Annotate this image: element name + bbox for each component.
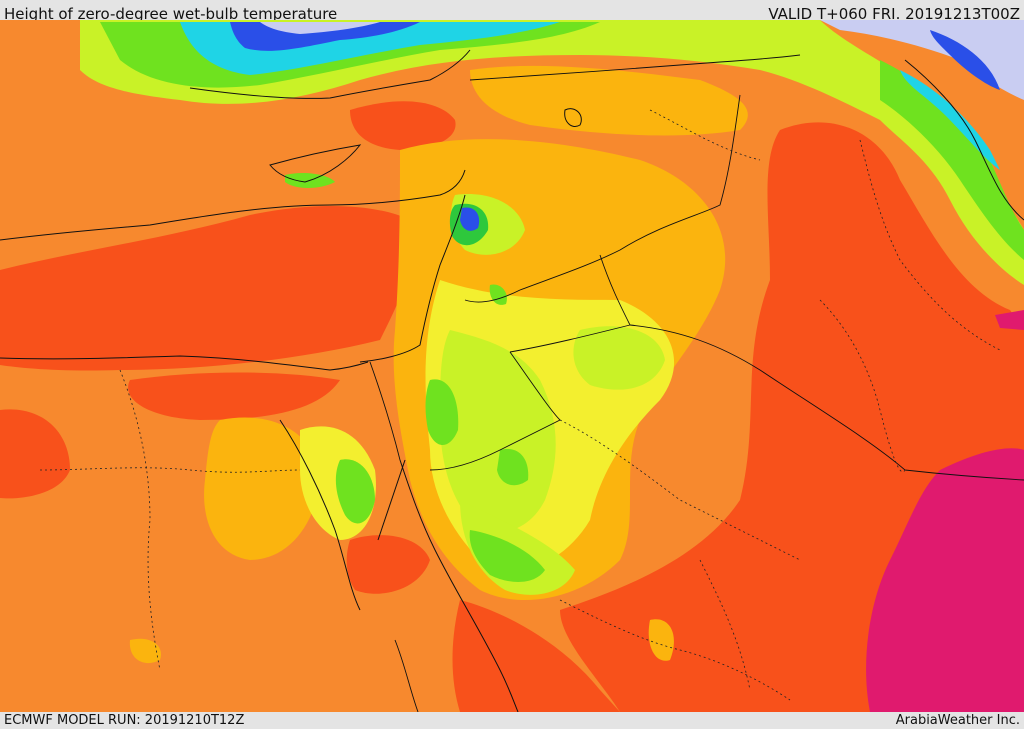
coast-egypt-north — [0, 355, 369, 371]
coast-red-sea-east — [399, 459, 519, 712]
zone-lavender-ne — [820, 20, 1024, 100]
zone-green-patch — [497, 449, 529, 486]
zone-green-jordan — [425, 379, 459, 445]
credit: ArabiaWeather Inc. — [895, 713, 1020, 728]
province-line-3 — [559, 419, 801, 561]
border-egypt-israel — [369, 361, 401, 461]
coast-cyprus — [269, 144, 362, 183]
zone-green-north — [80, 20, 1024, 285]
zone-red-sea — [346, 535, 430, 594]
province-line-7 — [859, 139, 1001, 351]
zone-cyan-east — [900, 70, 1000, 170]
coast-turkey-south — [0, 169, 466, 241]
zone-sinai-south — [452, 600, 620, 712]
coast-lake — [564, 108, 582, 127]
map-footer: ECMWF MODEL RUN: 20191210T12Z ArabiaWeat… — [0, 712, 1024, 729]
zone-yellowgreen-east — [573, 326, 665, 390]
model-run: ECMWF MODEL RUN: 20191210T12Z — [4, 713, 245, 728]
coast-gulf-aqaba — [377, 459, 406, 541]
zone-blue-lebanon — [460, 207, 480, 231]
zone-egypt-west — [0, 409, 70, 499]
zone-anatolia-east — [350, 101, 456, 150]
zone-egypt-north — [128, 372, 340, 420]
coast-levant — [359, 194, 466, 363]
zone-amber-north — [470, 65, 748, 136]
zone-magenta-small — [995, 310, 1024, 330]
map-header: Height of zero-degree wet-bulb temperatu… — [0, 0, 1024, 20]
border-syria-east — [464, 94, 741, 303]
border-saudi-iraq — [629, 324, 1024, 481]
zone-magenta — [866, 448, 1024, 712]
province-line-6 — [559, 599, 791, 701]
province-line-5 — [819, 299, 906, 473]
map-title: Height of zero-degree wet-bulb temperatu… — [4, 5, 338, 20]
weather-map — [0, 20, 1024, 712]
zone-green-saudi — [469, 530, 545, 582]
zone-blue-ne — [930, 30, 1000, 90]
coastlines — [0, 49, 1024, 712]
zone-green-east-coast — [880, 60, 1024, 260]
zone-amber-patch-2 — [648, 619, 674, 661]
zone-amber-egypt — [204, 417, 320, 560]
zone-amber-patch-1 — [129, 638, 161, 664]
zone-turkey-south — [0, 205, 413, 371]
coast-turkey-north — [189, 49, 471, 99]
zone-green-sinai — [335, 459, 375, 524]
zone-lavender-north — [260, 22, 380, 34]
zone-yellowgreen-jordan — [440, 330, 556, 532]
country-borders — [369, 54, 1024, 712]
border-syria-iraq — [469, 54, 801, 81]
valid-time: VALID T+060 FRI. 20191213T00Z — [768, 5, 1020, 20]
internal-borders — [39, 109, 1001, 701]
coast-gulf — [904, 59, 1024, 221]
coast-red-sea-west — [279, 419, 361, 611]
border-jordan-south — [429, 351, 561, 471]
border-egypt-sudan — [394, 639, 419, 712]
border-jordan-saudi — [509, 254, 631, 353]
